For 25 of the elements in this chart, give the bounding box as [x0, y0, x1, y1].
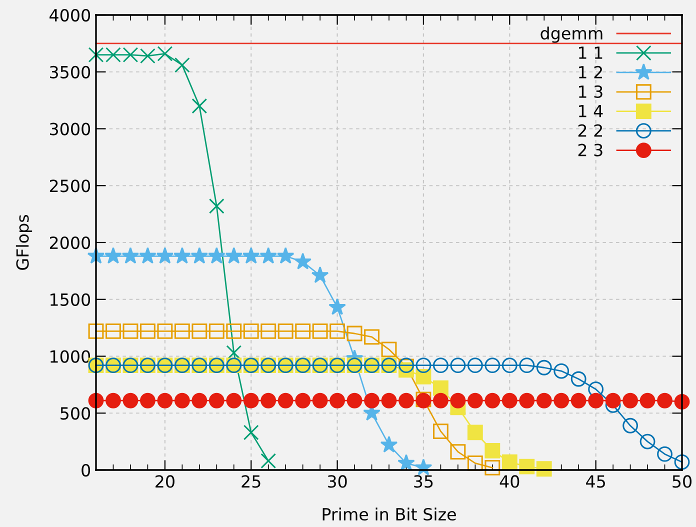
x-tick-label: 30 — [328, 475, 347, 488]
legend-label: 2 2 — [578, 124, 602, 137]
x-tick-label: 40 — [500, 475, 520, 488]
y-tick-label: 500 — [60, 407, 90, 420]
y-tick-label: 2500 — [50, 180, 90, 192]
x-tick-label: 50 — [672, 475, 692, 488]
legend-label: 1 2 — [578, 66, 602, 78]
y-tick-label: 3500 — [50, 66, 90, 78]
y-tick-label: 2000 — [50, 236, 90, 250]
y-tick-label: 1500 — [50, 293, 90, 306]
legend-label: 1 3 — [578, 85, 602, 98]
y-tick-label: 4000 — [50, 8, 90, 22]
legend-label: 2 3 — [578, 144, 602, 156]
y-axis-title: GFlops — [16, 215, 32, 270]
x-tick-label: 25 — [242, 475, 260, 488]
y-tick-label: 1000 — [50, 350, 90, 363]
x-tick-label: 45 — [586, 475, 605, 488]
legend-label: dgemm — [540, 26, 602, 43]
x-tick-label: 20 — [156, 475, 174, 488]
legend-label: 1 1 — [578, 46, 602, 59]
x-tick-label: 35 — [414, 475, 433, 488]
legend-label: 1 4 — [578, 105, 603, 118]
y-tick-label: 3000 — [50, 122, 90, 136]
y-tick-label: 0 — [82, 464, 90, 477]
x-axis-title: Prime in Bit Size — [322, 508, 456, 521]
